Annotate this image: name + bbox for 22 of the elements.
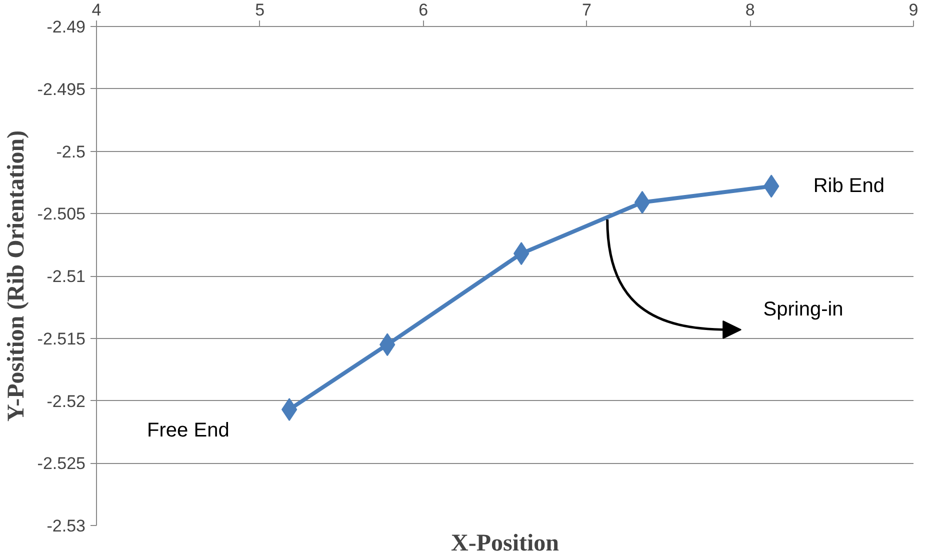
y-tick-label: -2.495 <box>37 80 86 99</box>
x-tick-label: 9 <box>908 0 918 20</box>
y-tick-label: -2.49 <box>46 18 86 36</box>
y-tick-label: -2.505 <box>37 204 86 224</box>
y-tick-label: -2.53 <box>46 516 86 536</box>
y-axis-title: Y-Position (Rib Orientation) <box>3 130 30 422</box>
x-tick-label: 7 <box>582 0 592 20</box>
annotation: Spring-in <box>763 298 844 320</box>
annotation: Rib End <box>813 175 884 198</box>
x-tick-label: 4 <box>92 0 102 20</box>
annotation: Free End <box>147 419 230 442</box>
y-tick-label: -2.525 <box>37 454 86 474</box>
x-tick-label: 5 <box>255 0 265 20</box>
x-tick-label: 6 <box>418 0 428 20</box>
y-tick-label: -2.515 <box>37 329 86 348</box>
point <box>281 398 298 421</box>
y-tick-label: -2.52 <box>46 392 86 411</box>
x-axis-title: X-Position <box>451 530 559 556</box>
x-tick-label: 8 <box>745 0 755 20</box>
point <box>634 190 650 214</box>
y-tick-label: -2.51 <box>46 267 86 286</box>
y-tick-label: -2.5 <box>56 142 86 162</box>
